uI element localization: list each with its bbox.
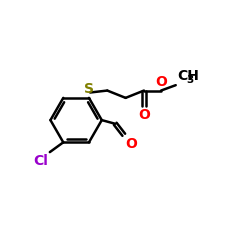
Text: O: O (138, 108, 150, 122)
Text: CH: CH (177, 69, 199, 83)
Text: Cl: Cl (34, 154, 48, 168)
Text: 3: 3 (186, 76, 194, 86)
Text: O: O (125, 137, 137, 151)
Text: S: S (84, 82, 94, 96)
Text: O: O (155, 75, 167, 89)
